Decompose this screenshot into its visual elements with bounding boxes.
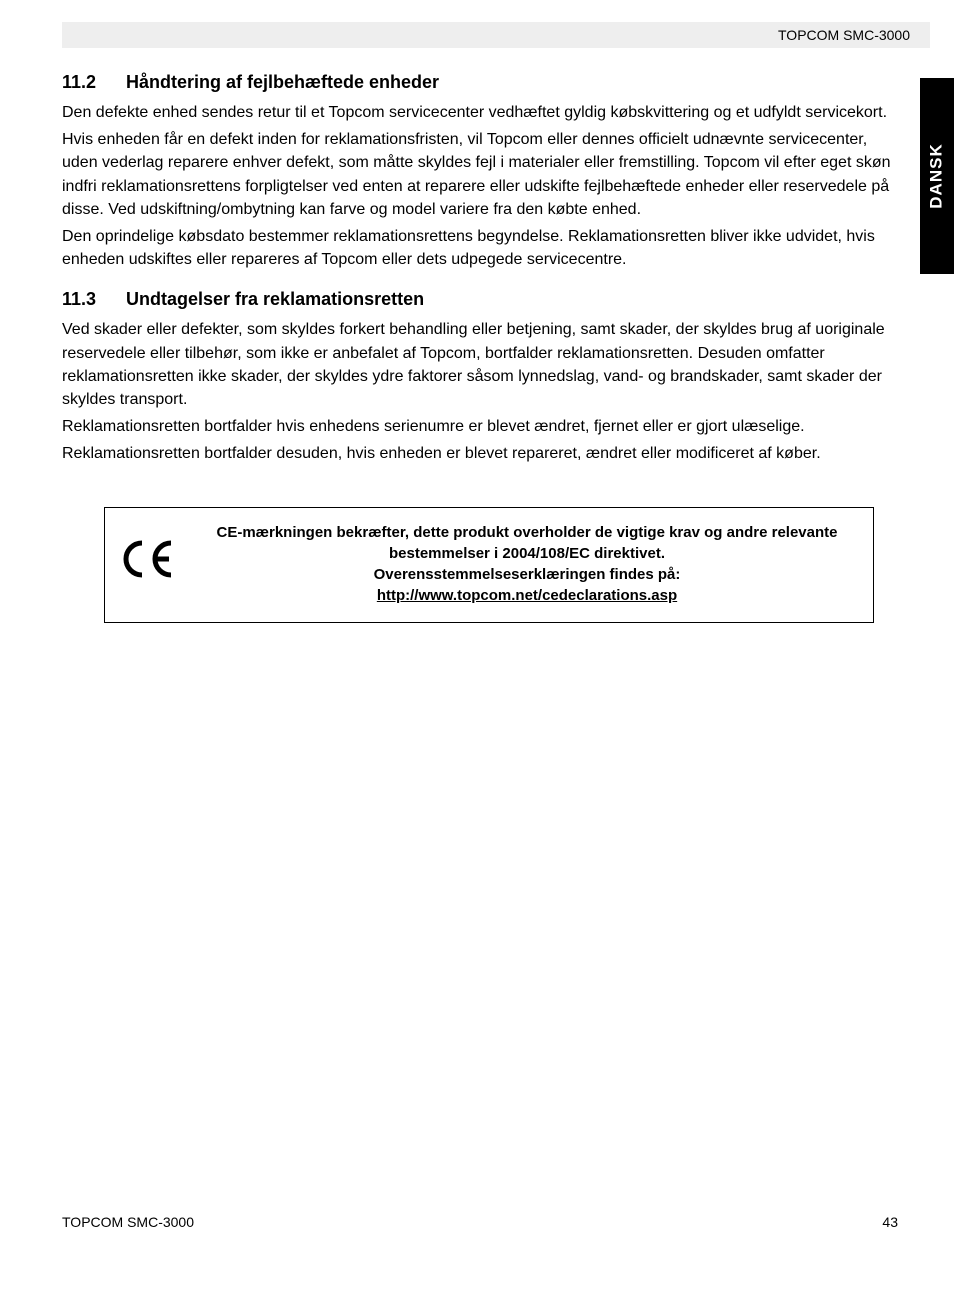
ce-line-2: Overensstemmelseserklæringen findes på:	[374, 566, 681, 583]
footer-page-number: 43	[882, 1214, 898, 1230]
page-content: 11.2 Håndtering af fejlbehæftede enheder…	[62, 66, 898, 623]
language-tab: DANSK	[920, 78, 954, 274]
section-title: Håndtering af fejlbehæftede enheder	[126, 72, 439, 93]
language-tab-label: DANSK	[927, 143, 947, 208]
paragraph: Den oprindelige købsdato bestemmer rekla…	[62, 225, 898, 271]
page-footer: TOPCOM SMC-3000 43	[62, 1214, 898, 1230]
header-product: TOPCOM SMC-3000	[778, 27, 910, 43]
section-number: 11.2	[62, 72, 126, 93]
paragraph: Hvis enheden får en defekt inden for rek…	[62, 128, 898, 221]
ce-link[interactable]: http://www.topcom.net/cedeclarations.asp	[377, 587, 677, 604]
section-title: Undtagelser fra reklamationsretten	[126, 289, 424, 310]
section-number: 11.3	[62, 289, 126, 310]
header-bar: TOPCOM SMC-3000	[62, 22, 930, 48]
section-heading-11-3: 11.3 Undtagelser fra reklamationsretten	[62, 289, 898, 310]
ce-mark-icon	[123, 539, 177, 590]
footer-left: TOPCOM SMC-3000	[62, 1214, 194, 1230]
paragraph: Ved skader eller defekter, som skyldes f…	[62, 318, 898, 411]
paragraph: Reklamationsretten bortfalder desuden, h…	[62, 442, 898, 465]
paragraph: Reklamationsretten bortfalder hvis enhed…	[62, 415, 898, 438]
ce-text: CE-mærkningen bekræfter, dette produkt o…	[199, 522, 855, 606]
paragraph: Den defekte enhed sendes retur til et To…	[62, 101, 898, 124]
section-heading-11-2: 11.2 Håndtering af fejlbehæftede enheder	[62, 72, 898, 93]
ce-line-1: CE-mærkningen bekræfter, dette produkt o…	[217, 524, 838, 562]
ce-declaration-box: CE-mærkningen bekræfter, dette produkt o…	[104, 507, 874, 623]
